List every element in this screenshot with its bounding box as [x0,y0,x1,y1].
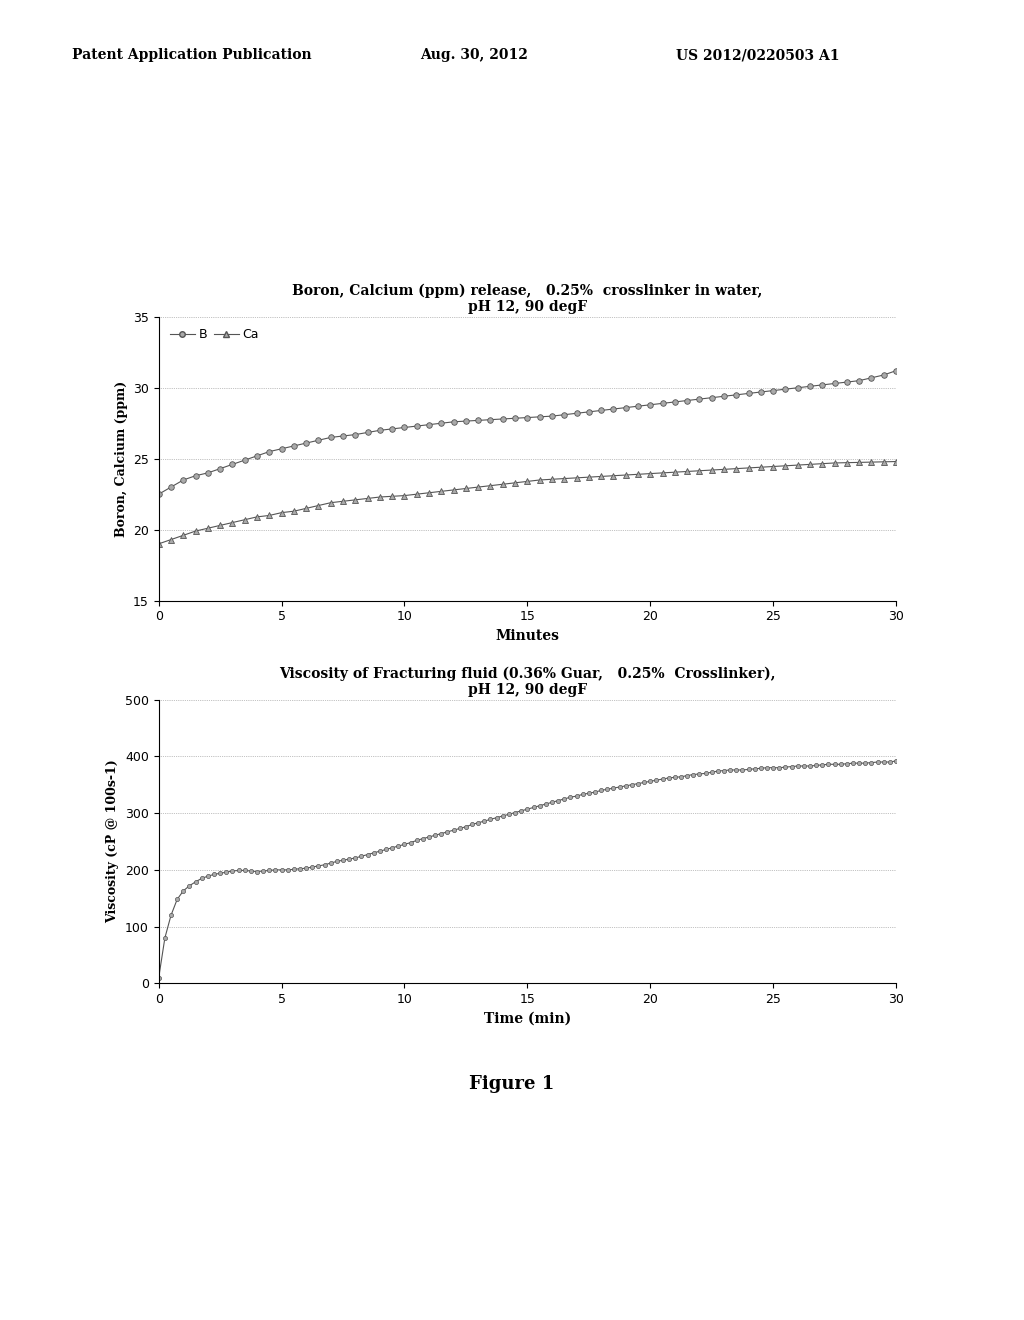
Title: Boron, Calcium (ppm) release,   0.25%  crosslinker in water,
pH 12, 90 degF: Boron, Calcium (ppm) release, 0.25% cros… [292,284,763,314]
Y-axis label: Viscosity (cP @ 100s-1): Viscosity (cP @ 100s-1) [106,759,120,924]
Text: Aug. 30, 2012: Aug. 30, 2012 [420,49,527,62]
X-axis label: Minutes: Minutes [496,628,559,643]
Legend: B, Ca: B, Ca [165,323,264,346]
Y-axis label: Boron, Calcium (ppm): Boron, Calcium (ppm) [115,380,128,537]
Text: US 2012/0220503 A1: US 2012/0220503 A1 [676,49,840,62]
Title: Viscosity of Fracturing fluid (0.36% Guar,   0.25%  Crosslinker),
pH 12, 90 degF: Viscosity of Fracturing fluid (0.36% Gua… [280,667,775,697]
Text: Figure 1: Figure 1 [469,1074,555,1093]
X-axis label: Time (min): Time (min) [483,1011,571,1026]
Text: Patent Application Publication: Patent Application Publication [72,49,311,62]
